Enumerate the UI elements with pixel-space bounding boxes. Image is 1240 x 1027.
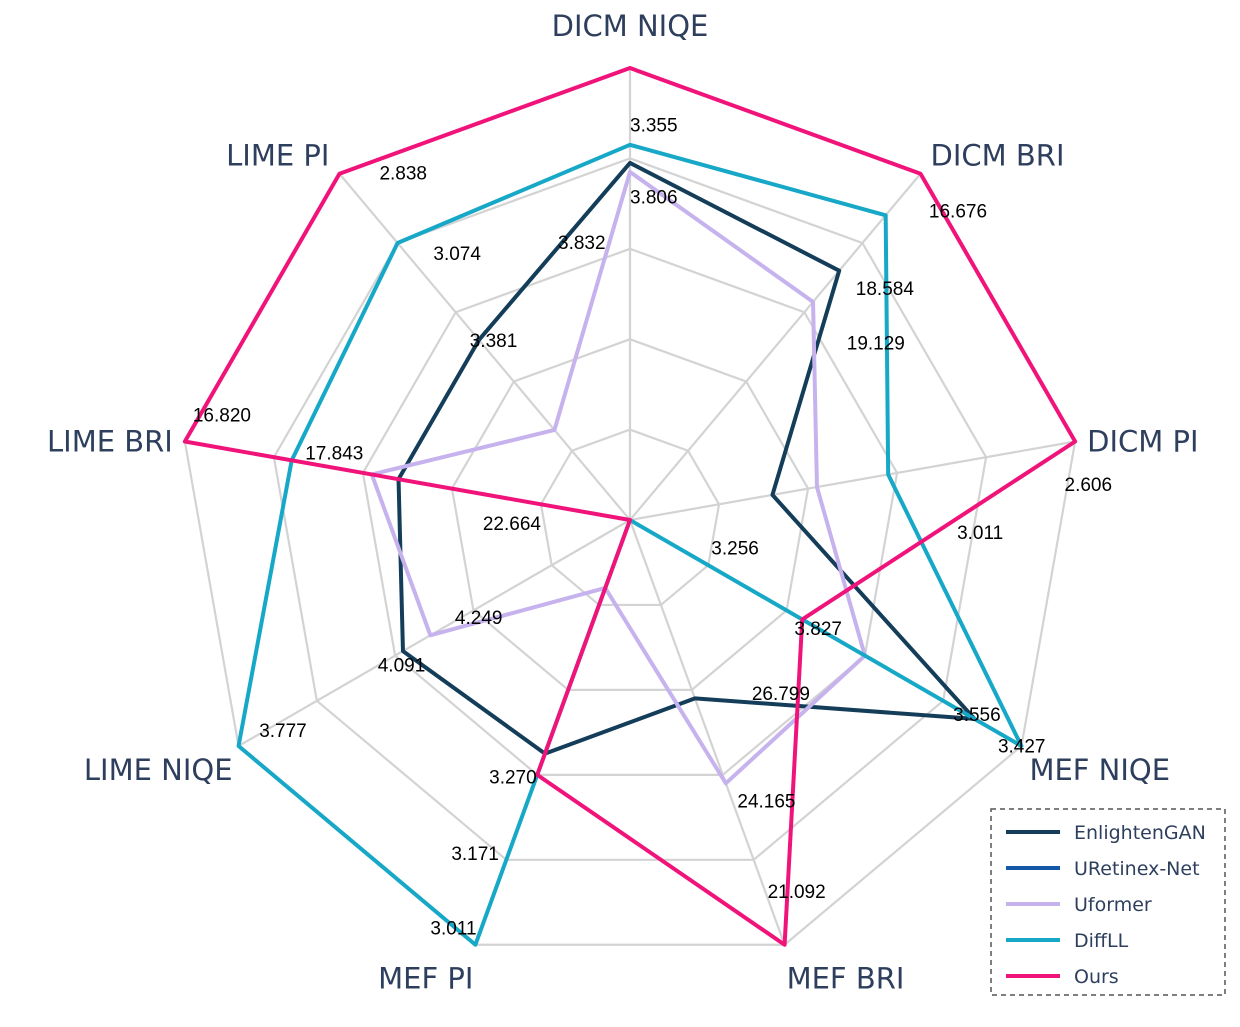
spoke <box>629 440 1076 522</box>
legend-label: Ours <box>1074 966 1119 988</box>
value-label: 3.832 <box>558 233 606 254</box>
spoke <box>629 173 922 521</box>
axis-title: MEF PI <box>378 962 473 996</box>
value-label: 3.827 <box>794 619 842 640</box>
value-label: 3.171 <box>451 844 499 865</box>
axis-title: LIME PI <box>226 139 329 173</box>
axis-titles: DICM NIQE DICM BRI DICM PI MEF NIQE MEF BRI M… <box>47 9 1199 996</box>
value-label: 3.427 <box>998 736 1046 757</box>
value-label: 26.799 <box>752 684 810 705</box>
axis-title: LIME BRI <box>47 425 173 459</box>
grid-ring-1 <box>539 428 721 607</box>
value-label: 24.165 <box>737 792 795 813</box>
series-lines <box>182 66 1078 947</box>
legend: EnlightenGAN URetinex-Net Uformer DiffLL Our… <box>990 808 1226 996</box>
value-label: 4.249 <box>455 608 503 629</box>
value-label: 3.355 <box>630 115 678 136</box>
value-label: 3.074 <box>433 244 481 265</box>
value-label: 21.092 <box>768 882 826 903</box>
grid-ring-2 <box>450 338 810 691</box>
value-label: 3.806 <box>630 188 678 209</box>
value-label: 3.011 <box>430 919 476 940</box>
axis-title: DICM BRI <box>931 139 1065 173</box>
axis-title: DICM NIQE <box>552 9 709 43</box>
spoke <box>628 519 786 946</box>
value-label: 2.838 <box>379 164 427 185</box>
legend-label: EnlightenGAN <box>1074 822 1206 844</box>
value-label: 19.129 <box>847 333 905 354</box>
value-label: 16.676 <box>929 202 987 223</box>
grid-ring-4 <box>272 157 988 861</box>
grid-ring-3 <box>361 247 899 776</box>
value-label: 3.270 <box>489 767 537 788</box>
axis-title: MEF BRI <box>787 962 905 996</box>
series-ours <box>182 66 1078 947</box>
axis-title: DICM PI <box>1087 425 1198 459</box>
series-enlightengan <box>396 160 977 756</box>
value-label: 3.381 <box>470 331 518 352</box>
axis-title: MEF NIQE <box>1029 753 1170 787</box>
series-uformer <box>369 169 867 786</box>
legend-label: DiffLL <box>1074 930 1129 952</box>
value-label: 3.556 <box>953 705 1001 726</box>
value-label: 2.606 <box>1065 475 1113 496</box>
value-label: 17.843 <box>305 444 363 465</box>
legend-label: URetinex-Net <box>1074 858 1200 880</box>
value-label: 4.091 <box>378 655 426 676</box>
spoke <box>338 173 631 521</box>
value-labels: 3.355 3.806 3.832 16.676 18.584 19.129 2.606 3.… <box>193 115 1112 939</box>
value-label: 22.664 <box>483 514 542 535</box>
legend-label: Uformer <box>1074 894 1152 916</box>
value-label: 3.777 <box>259 721 307 742</box>
value-label: 3.256 <box>711 538 759 559</box>
value-label: 3.011 <box>957 523 1003 544</box>
axis-title: LIME NIQE <box>84 753 233 787</box>
value-label: 16.820 <box>193 406 251 427</box>
value-label: 18.584 <box>856 279 915 300</box>
